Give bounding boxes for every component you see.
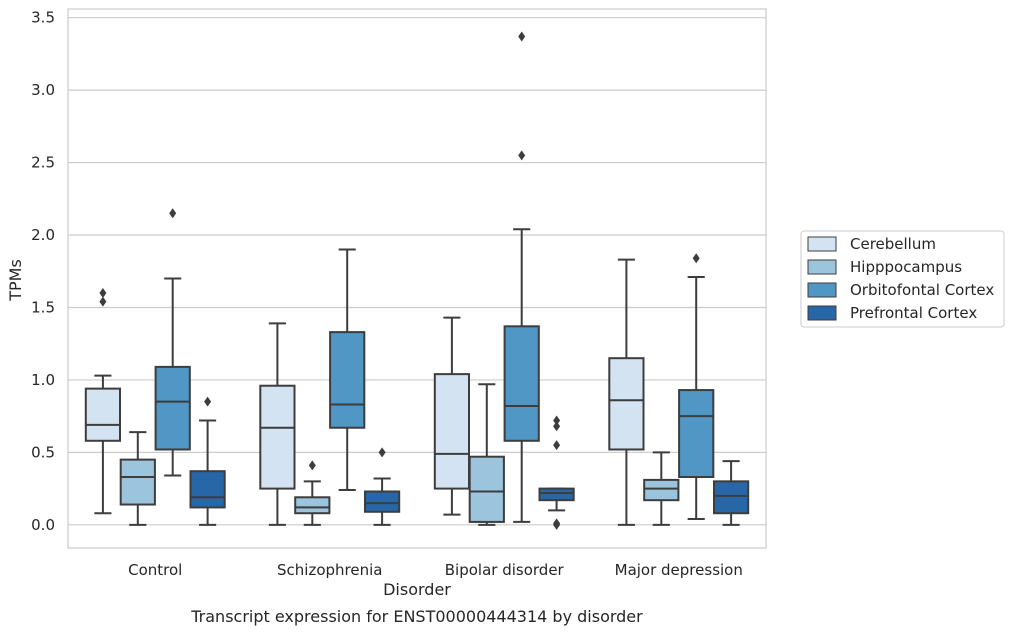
box-group <box>643 451 680 526</box>
outlier-point <box>692 253 700 264</box>
outlier-point <box>518 31 526 42</box>
box <box>643 478 680 502</box>
box <box>294 496 331 515</box>
box-group <box>189 396 226 526</box>
y-tick-label: 1.5 <box>31 298 55 316</box>
box <box>712 480 750 515</box>
box <box>84 387 122 442</box>
box-series <box>84 31 750 530</box>
box-group <box>678 253 715 521</box>
outlier-point <box>308 460 316 471</box>
plot-frame <box>67 8 767 549</box>
legend-swatch <box>807 236 837 252</box>
box-group <box>363 447 401 526</box>
outlier-point <box>204 396 212 407</box>
y-tick-label: 0.5 <box>31 443 55 461</box>
box <box>329 331 366 429</box>
y-tick-label: 1.0 <box>31 371 55 389</box>
box-group <box>433 316 471 516</box>
box <box>259 384 296 490</box>
box <box>468 455 505 523</box>
legend-swatch <box>807 259 837 275</box>
outlier-point <box>553 415 561 426</box>
outlier-point <box>99 296 107 307</box>
x-tick-label: Control <box>128 561 182 579</box>
outlier-point <box>553 518 561 529</box>
box <box>363 490 401 513</box>
box-group <box>84 287 122 515</box>
y-tick-label: 3.5 <box>31 9 55 27</box>
box <box>678 389 715 479</box>
box <box>608 357 645 451</box>
box-group <box>712 460 750 526</box>
outlier-point <box>169 208 177 219</box>
plot-area <box>68 9 766 548</box>
y-axis-label: TPMs <box>6 259 25 302</box>
outlier-point <box>553 440 561 451</box>
legend-label: Cerebellum <box>850 235 936 253</box>
x-tick-label: Schizophrenia <box>277 561 382 579</box>
legend: Cerebellum Hipppocampus Orbitofontal Corte… <box>800 230 1005 328</box>
x-tick-label: Bipolar disorder <box>445 561 565 579</box>
y-tick-label: 0.0 <box>31 516 55 534</box>
box-group <box>119 431 156 526</box>
legend-label: Orbitofontal Cortex <box>850 281 994 299</box>
legend-label: Hipppocampus <box>850 258 962 276</box>
legend-frame <box>800 230 1005 328</box>
legend-swatch <box>807 305 837 321</box>
y-tick-label: 2.0 <box>31 226 55 244</box>
box <box>119 458 156 506</box>
legend-swatch <box>807 282 837 298</box>
box-group <box>608 258 645 526</box>
box <box>538 487 575 502</box>
outlier-point <box>518 150 526 161</box>
y-tick-label: 3.0 <box>31 81 55 99</box>
x-axis-label: Disorder <box>383 580 451 599</box>
box-group <box>154 208 191 477</box>
box <box>433 373 471 490</box>
box-group <box>294 460 331 526</box>
box <box>503 325 540 442</box>
box-group <box>329 248 366 492</box>
box-group <box>259 322 296 526</box>
box-group <box>538 415 575 530</box>
y-tick-labels: 0.0 0.5 1.0 1.5 2.0 2.5 3.0 3.5 <box>31 9 55 534</box>
legend-label: Prefrontal Cortex <box>850 304 977 322</box>
x-tick-label: Major depression <box>615 561 743 579</box>
y-tick-label: 2.5 <box>31 154 55 172</box>
outlier-point <box>378 447 386 458</box>
box-group <box>503 31 540 523</box>
chart-caption: Transcript expression for ENST0000044431… <box>190 607 643 626</box>
box-group <box>468 383 505 526</box>
box <box>189 470 226 509</box>
x-tick-labels: Control Schizophrenia Bipolar disorder Majo… <box>128 561 743 579</box>
box <box>154 365 191 451</box>
outlier-point <box>99 287 107 298</box>
outlier-point <box>553 421 561 432</box>
